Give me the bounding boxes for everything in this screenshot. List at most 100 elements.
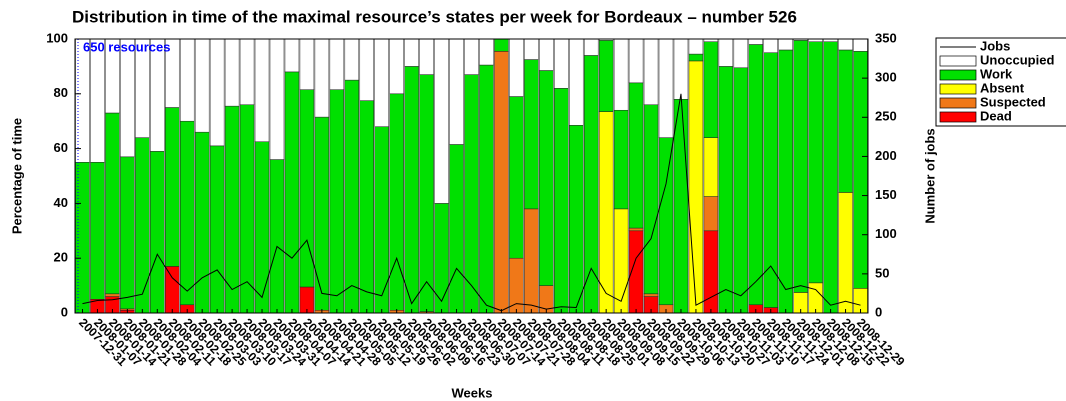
bar-segment bbox=[239, 38, 255, 106]
bar-segment bbox=[194, 38, 210, 133]
chart-title: Distribution in time of the maximal reso… bbox=[72, 7, 797, 26]
bar-segment bbox=[703, 230, 719, 314]
bar-segment bbox=[628, 82, 644, 229]
bar-segment bbox=[90, 162, 105, 300]
bar-segment bbox=[688, 53, 704, 62]
legend-swatch bbox=[939, 55, 977, 67]
legend-label: Unoccupied bbox=[980, 52, 1054, 67]
bar-segment bbox=[628, 38, 644, 84]
bar-segment bbox=[224, 105, 240, 314]
bar-segment bbox=[269, 38, 285, 160]
bar-segment bbox=[344, 79, 360, 314]
bar-segment bbox=[209, 38, 225, 147]
bar-segment bbox=[179, 38, 195, 122]
bar-segment bbox=[150, 151, 165, 314]
y-tick-label: 0 bbox=[61, 304, 68, 319]
y-axis-label: Percentage of time bbox=[9, 118, 24, 234]
bar-segment bbox=[748, 44, 764, 306]
bar-segment bbox=[838, 192, 853, 314]
bar-segment bbox=[329, 38, 345, 90]
bar-segment bbox=[284, 38, 300, 73]
y2-axis-label: Number of jobs bbox=[922, 128, 937, 223]
bar-segment bbox=[793, 40, 808, 293]
bar-segment bbox=[419, 38, 434, 75]
bar-segment bbox=[284, 71, 300, 314]
bar-segment bbox=[808, 282, 823, 314]
bar-segment bbox=[359, 38, 374, 101]
y2-tick-label: 300 bbox=[875, 70, 897, 85]
bar-segment bbox=[165, 266, 180, 314]
bar-segment bbox=[449, 144, 464, 314]
bar-segment bbox=[688, 38, 704, 55]
bar-segment bbox=[389, 38, 404, 95]
bar-segment bbox=[120, 38, 135, 158]
jobs-line bbox=[82, 93, 861, 312]
bar-segment bbox=[329, 89, 345, 314]
y-tick-label: 100 bbox=[46, 30, 68, 45]
bar-segment bbox=[539, 70, 554, 286]
bar-segment bbox=[464, 74, 479, 314]
bar-segment bbox=[778, 38, 793, 51]
bar-segment bbox=[449, 38, 464, 145]
bar-segment bbox=[344, 38, 360, 81]
bar-segment bbox=[224, 38, 240, 107]
legend-label: Work bbox=[980, 66, 1013, 81]
y2-tick-label: 350 bbox=[875, 30, 897, 45]
bar-segment bbox=[269, 159, 285, 314]
bar-segment bbox=[479, 64, 494, 314]
legend-label: Dead bbox=[980, 108, 1012, 123]
bar-segment bbox=[120, 156, 135, 310]
bar-segment bbox=[374, 38, 389, 127]
legend-swatch bbox=[939, 83, 977, 95]
bar-segment bbox=[673, 38, 689, 100]
bar-segment bbox=[299, 38, 315, 90]
bar-segment bbox=[254, 38, 270, 142]
bar-segment bbox=[688, 60, 704, 314]
bar-segment bbox=[524, 38, 539, 60]
bar-segment bbox=[404, 38, 419, 67]
bar-segment bbox=[494, 51, 509, 314]
y2-tick-label: 100 bbox=[875, 226, 897, 241]
bar-segment bbox=[763, 52, 778, 308]
bar-segment bbox=[314, 38, 330, 118]
y-tick-label: 60 bbox=[54, 140, 68, 155]
bar-segment bbox=[135, 137, 150, 314]
bar-segment bbox=[658, 137, 674, 306]
bar-segment bbox=[434, 203, 449, 314]
bar-segment bbox=[554, 88, 569, 314]
bar-segment bbox=[539, 38, 554, 71]
y2-tick-label: 250 bbox=[875, 109, 897, 124]
bar-segment bbox=[598, 111, 614, 314]
bar-segment bbox=[718, 38, 734, 67]
bar-segment bbox=[524, 208, 539, 314]
bar-segment bbox=[643, 293, 659, 297]
bar-segment bbox=[464, 38, 479, 75]
bar-segment bbox=[150, 38, 165, 152]
y-tick-label: 40 bbox=[54, 195, 68, 210]
bar-segment bbox=[718, 66, 734, 314]
y2-tick-label: 200 bbox=[875, 148, 897, 163]
bar-segment bbox=[179, 120, 195, 306]
legend-label: Jobs bbox=[980, 38, 1010, 53]
bar-segment bbox=[404, 66, 419, 314]
bar-segment bbox=[628, 227, 644, 232]
bar-segment bbox=[778, 49, 793, 314]
bar-segment bbox=[509, 257, 524, 314]
bar-segment bbox=[613, 208, 629, 314]
bar-segment bbox=[90, 38, 105, 163]
bar-segment bbox=[105, 112, 120, 295]
bar-segment bbox=[583, 38, 599, 56]
bar-segment bbox=[643, 104, 659, 295]
bar-segment bbox=[569, 125, 584, 314]
bar-segment bbox=[569, 38, 584, 126]
annotation: 650 resources bbox=[83, 39, 170, 54]
bar-segment bbox=[838, 38, 853, 51]
y2-tick-label: 50 bbox=[875, 265, 889, 280]
y2-tick-label: 150 bbox=[875, 187, 897, 202]
bar-segment bbox=[643, 38, 659, 106]
y-tick-label: 20 bbox=[54, 250, 68, 265]
legend-swatch bbox=[939, 111, 977, 123]
legend-label: Absent bbox=[980, 80, 1025, 95]
bar-segment bbox=[254, 141, 270, 314]
